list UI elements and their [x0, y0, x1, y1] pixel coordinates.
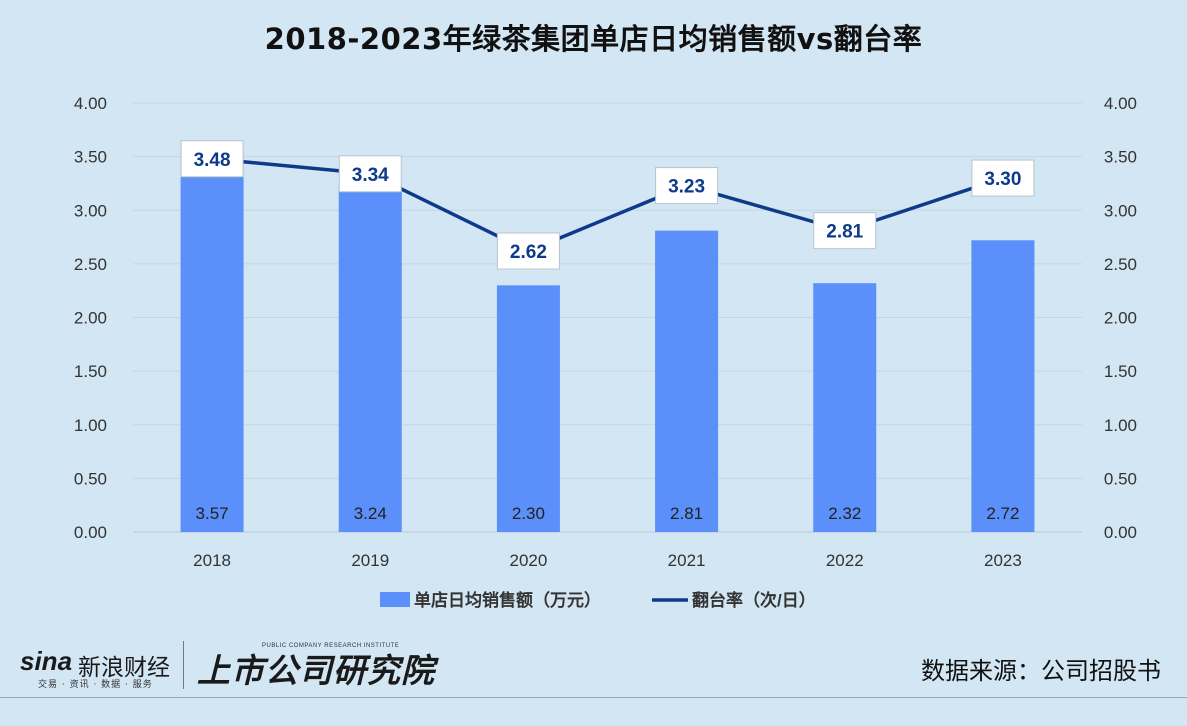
institute-english-name: PUBLIC COMPANY RESEARCH INSTITUTE [262, 643, 400, 649]
line-data-label-box [971, 159, 1035, 197]
y-tick-label-left: 1.00 [74, 416, 107, 435]
y-tick-label-left: 0.00 [74, 523, 107, 542]
y-tick-label-right: 2.00 [1104, 309, 1137, 328]
y-tick-label-left: 4.00 [74, 94, 107, 113]
bar [655, 230, 719, 532]
logo-divider [183, 641, 184, 689]
line-data-label: 2.81 [813, 212, 877, 250]
x-tick-label: 2019 [351, 551, 389, 570]
footer-divider [0, 697, 1187, 698]
bar [971, 240, 1035, 532]
x-tick-label: 2018 [193, 551, 231, 570]
bar-data-label: 3.24 [354, 504, 387, 523]
legend-label-line: 翻台率（次/日） [692, 590, 816, 610]
bar [338, 184, 402, 532]
y-tick-label-right: 4.00 [1104, 94, 1137, 113]
y-tick-label-right: 0.00 [1104, 523, 1137, 542]
line-data-label: 3.30 [971, 159, 1035, 197]
sina-logo: sina [20, 646, 72, 677]
y-tick-label-right: 0.50 [1104, 469, 1137, 488]
sina-finance-logo-text: 新浪财经 [78, 655, 170, 681]
line-data-label-text: 3.34 [352, 165, 389, 186]
bar-data-label: 2.81 [670, 504, 703, 523]
data-source-note: 数据来源：公司招股书 [921, 657, 1161, 685]
sina-logo-text: sina [20, 646, 73, 676]
line-data-label: 3.34 [338, 155, 402, 193]
y-tick-label-right: 2.50 [1104, 255, 1137, 274]
y-tick-label-left: 3.50 [74, 148, 107, 167]
bar-data-label: 2.72 [986, 504, 1019, 523]
line-data-label-text: 3.30 [984, 169, 1021, 190]
line-data-label-text: 3.23 [668, 177, 705, 198]
y-tick-label-left: 0.50 [74, 469, 107, 488]
x-tick-label: 2023 [984, 551, 1022, 570]
line-data-label-box [180, 140, 244, 178]
sina-finance-tagline: 交易 · 资讯 · 数据 · 服务 [38, 680, 153, 690]
bar [180, 149, 244, 532]
line-data-label: 2.62 [496, 232, 560, 270]
bar-data-label: 2.32 [828, 504, 861, 523]
institute-logo-text: 上市公司研究院 [197, 651, 435, 690]
chart-title: 2018-2023年绿茶集团单店日均销售额vs翻台率 [264, 22, 923, 56]
bar-data-label: 2.30 [512, 504, 545, 523]
y-tick-label-right: 1.00 [1104, 416, 1137, 435]
line-data-label: 3.48 [180, 140, 244, 178]
line-data-label-box [655, 167, 719, 205]
line-data-label-text: 2.81 [826, 222, 863, 243]
bar [496, 285, 560, 532]
bar-data-label: 3.57 [196, 504, 229, 523]
chart-plot: 0.00 0.00 0.50 0.50 1.00 1.00 1.50 1.50 2.00 2.00… [74, 94, 1137, 610]
legend-label-bar: 单店日均销售额（万元） [414, 590, 601, 610]
bar [813, 283, 877, 532]
y-tick-label-left: 2.50 [74, 255, 107, 274]
y-tick-label-right: 3.50 [1104, 148, 1137, 167]
x-tick-label: 2020 [510, 551, 548, 570]
line-data-label: 3.23 [655, 167, 719, 205]
line-data-label-box [496, 232, 560, 270]
y-tick-label-left: 2.00 [74, 309, 107, 328]
line-data-label-text: 2.62 [510, 242, 547, 263]
y-tick-label-left: 1.50 [74, 362, 107, 381]
y-tick-label-right: 1.50 [1104, 362, 1137, 381]
legend-swatch-bar [380, 592, 410, 607]
x-tick-label: 2022 [826, 551, 864, 570]
line-data-label-box [338, 155, 402, 193]
line-data-label-text: 3.48 [194, 150, 231, 171]
y-tick-label-right: 3.00 [1104, 201, 1137, 220]
line-data-label-box [813, 212, 877, 250]
x-tick-label: 2021 [668, 551, 706, 570]
y-tick-label-left: 3.00 [74, 201, 107, 220]
series-line [211, 157, 1004, 253]
